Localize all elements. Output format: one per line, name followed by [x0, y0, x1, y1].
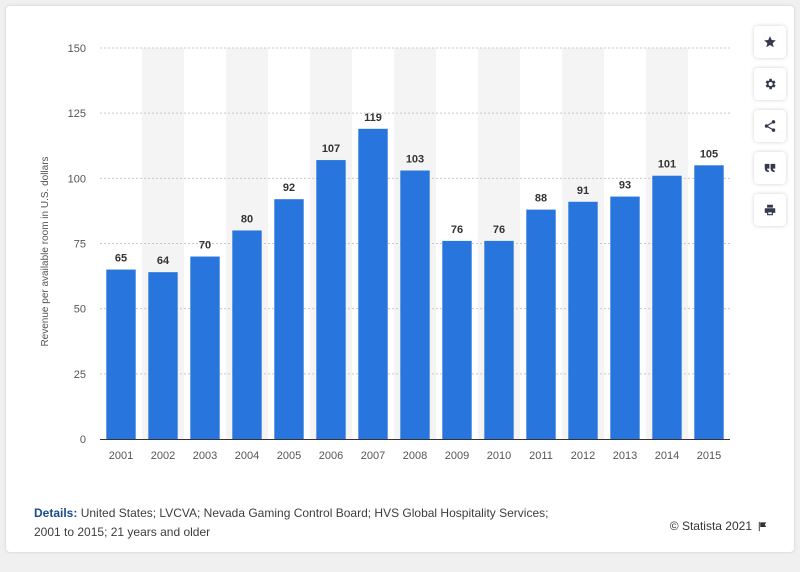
bar — [400, 170, 430, 439]
x-tick-label: 2015 — [697, 450, 721, 462]
y-tick-label: 50 — [74, 304, 86, 316]
x-tick-label: 2004 — [235, 450, 259, 462]
x-tick-label: 2003 — [193, 450, 217, 462]
chart-card: 0 25 50 75 100 125 150 65 64 70 80 92 107 119 103 76 76… — [6, 6, 794, 552]
data-label: 91 — [577, 185, 589, 197]
favorite-button[interactable] — [754, 26, 786, 58]
x-tick-label: 2006 — [319, 450, 343, 462]
x-tick-label: 2008 — [403, 450, 427, 462]
settings-button[interactable] — [754, 68, 786, 100]
cite-button[interactable] — [754, 152, 786, 184]
y-tick-label: 0 — [80, 434, 86, 446]
bar — [358, 128, 388, 439]
bar — [484, 240, 514, 439]
data-label: 119 — [364, 112, 382, 124]
x-tick-label: 2012 — [571, 450, 595, 462]
y-tick-label: 25 — [74, 369, 86, 381]
star-icon — [764, 36, 776, 48]
data-label: 80 — [241, 213, 253, 225]
x-tick-label: 2011 — [529, 450, 553, 462]
bar — [190, 256, 220, 439]
data-label: 76 — [451, 224, 463, 236]
print-button[interactable] — [754, 194, 786, 226]
x-tick-label: 2005 — [277, 450, 301, 462]
x-tick-label: 2009 — [445, 450, 469, 462]
bar — [610, 196, 640, 439]
bar — [442, 240, 472, 439]
x-tick-label: 2001 — [109, 450, 133, 462]
flag-icon[interactable] — [757, 521, 768, 532]
data-label: 101 — [658, 159, 676, 171]
share-button[interactable] — [754, 110, 786, 142]
y-axis-title: Revenue per available room in U.S. dolla… — [40, 156, 51, 346]
data-label: 76 — [493, 224, 505, 236]
bar — [568, 201, 598, 439]
bar — [274, 199, 304, 439]
print-icon — [764, 204, 776, 216]
data-label: 107 — [322, 143, 340, 155]
bar — [316, 160, 346, 439]
x-tick-label: 2013 — [613, 450, 637, 462]
x-tick-label: 2002 — [151, 450, 175, 462]
data-label: 88 — [535, 193, 547, 205]
bar-chart: 0 25 50 75 100 125 150 65 64 70 80 92 107 119 103 76 76… — [40, 43, 730, 462]
y-tick-label: 100 — [68, 173, 86, 185]
copyright-link[interactable]: © Statista 2021 — [669, 519, 752, 533]
bar — [232, 230, 262, 439]
data-label: 64 — [157, 255, 170, 267]
y-tick-label: 75 — [74, 239, 86, 251]
bar — [148, 272, 178, 439]
bar — [652, 175, 682, 439]
copyright: © Statista 2021 — [670, 519, 768, 533]
x-tick-label: 2014 — [655, 450, 679, 462]
data-label: 103 — [406, 154, 424, 166]
x-tick-label: 2010 — [487, 450, 511, 462]
data-label: 65 — [115, 253, 127, 265]
chart-details: Details: United States; LVCVA; Nevada Ga… — [34, 504, 554, 542]
bar — [526, 209, 556, 439]
data-label: 92 — [283, 182, 295, 194]
data-label: 105 — [700, 148, 718, 160]
quote-icon — [764, 163, 776, 173]
gear-icon — [765, 78, 776, 90]
share-icon — [764, 120, 776, 132]
bar — [694, 165, 724, 440]
side-toolbar — [754, 26, 786, 236]
y-tick-label: 150 — [68, 43, 86, 55]
y-tick-label: 125 — [68, 108, 86, 120]
details-text: United States; LVCVA; Nevada Gaming Cont… — [34, 506, 549, 539]
x-tick-label: 2007 — [361, 450, 385, 462]
data-label: 93 — [619, 180, 631, 192]
data-label: 70 — [199, 240, 211, 252]
bar — [106, 269, 136, 439]
details-label: Details: — [34, 506, 78, 520]
